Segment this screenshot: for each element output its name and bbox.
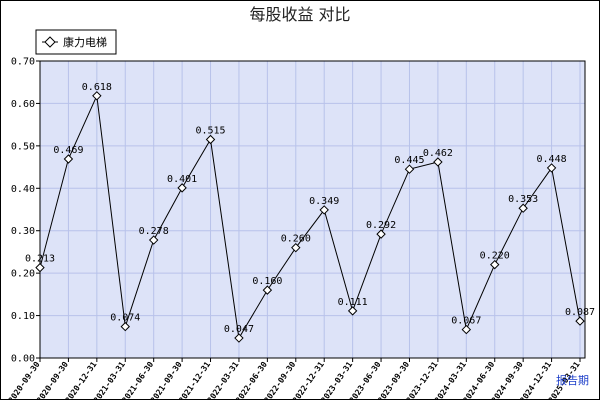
series-line (39, 93, 581, 340)
data-label: 0.111 (338, 297, 368, 308)
data-label: 0.087 (565, 307, 595, 318)
data-label: 0.618 (82, 82, 112, 93)
y-tick-label: 0.30 (11, 226, 35, 237)
data-label: 0.160 (252, 276, 282, 287)
data-point-marker (404, 164, 415, 174)
data-point-marker (234, 333, 244, 343)
data-point-marker (319, 205, 329, 215)
legend-entry-0: 康力电梯 (63, 35, 107, 49)
data-label: 0.448 (537, 154, 567, 165)
data-point-marker (461, 324, 472, 335)
data-point-marker (518, 203, 528, 213)
y-tick-label: 0.20 (11, 269, 35, 280)
data-label: 0.047 (224, 324, 254, 335)
data-point-marker (490, 259, 500, 270)
data-point-marker (546, 163, 557, 173)
data-label: 0.469 (53, 145, 83, 156)
data-label: 0.353 (508, 194, 538, 205)
data-point-marker (433, 157, 443, 167)
data-point-marker (35, 262, 45, 273)
data-label: 0.220 (480, 251, 510, 262)
data-label: 0.401 (167, 174, 197, 185)
y-tick-label: 0.10 (11, 311, 35, 322)
y-tick-label: 0.50 (11, 141, 35, 152)
data-point-marker (148, 235, 159, 245)
data-label: 0.515 (195, 125, 225, 136)
data-point-marker (205, 134, 216, 145)
chart-title: 每股收益 对比 (249, 5, 350, 24)
legend-marker-icon (44, 36, 56, 48)
data-label: 0.349 (309, 196, 339, 207)
y-axis: 0.00 0.10 0.20 0.30 0.40 0.50 0.60 0.70 (11, 57, 40, 365)
data-points: 0.213 0.469 0.618 0.074 0.278 0.401 0.515 0.047… (25, 82, 595, 343)
plot-border (39, 60, 586, 359)
x-unit-label: 报告期 (556, 373, 589, 387)
data-label: 0.074 (110, 313, 140, 324)
y-tick-label: 0.00 (11, 354, 35, 365)
data-point-marker (92, 91, 102, 101)
data-point-marker (575, 316, 585, 326)
data-label: 0.213 (25, 254, 55, 265)
y-tick-label: 0.60 (11, 99, 35, 110)
data-label: 0.260 (281, 234, 311, 245)
series-line-group (39, 93, 581, 340)
data-label: 0.067 (451, 316, 481, 327)
data-point-marker (120, 321, 130, 332)
y-tick-label: 0.40 (11, 184, 35, 195)
data-label: 0.462 (423, 148, 453, 159)
data-label: 0.278 (139, 226, 169, 237)
data-point-marker (63, 154, 74, 164)
y-tick-label: 0.70 (11, 57, 35, 68)
grid-lines (39, 60, 586, 359)
data-point-marker (177, 183, 187, 193)
legend: 康力电梯 (35, 29, 117, 55)
data-point-marker (291, 242, 301, 253)
data-label: 0.292 (366, 220, 396, 231)
data-point-marker (262, 285, 273, 295)
data-point-marker (347, 306, 358, 316)
data-label: 0.445 (394, 155, 424, 166)
data-point-marker (376, 229, 386, 239)
